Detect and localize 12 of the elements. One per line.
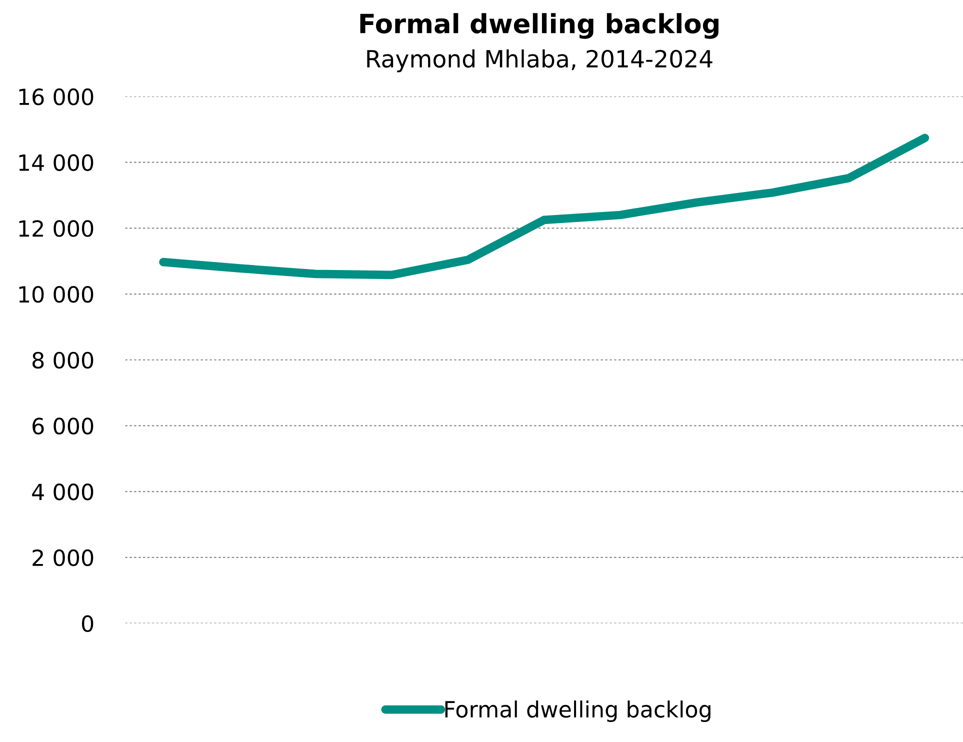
y-tick-label: 0 <box>82 615 94 632</box>
y-tick-label: 16 000 <box>19 88 94 106</box>
y-tick-label: 12 000 <box>19 220 94 237</box>
y-tick-label: 8 000 <box>32 352 94 369</box>
chart-subtitle: Raymond Mhlaba, 2014-2024 <box>367 49 712 72</box>
legend-label: Formal dwelling backlog <box>445 700 710 722</box>
y-tick-label: 6 000 <box>32 418 94 434</box>
chart-title: Formal dwelling backlog <box>360 13 718 39</box>
y-tick-label: 4 000 <box>32 484 94 500</box>
y-tick-label: 10 000 <box>19 286 94 303</box>
y-tick-label: 2 000 <box>32 549 94 566</box>
y-tick-label: 14 000 <box>19 154 94 172</box>
